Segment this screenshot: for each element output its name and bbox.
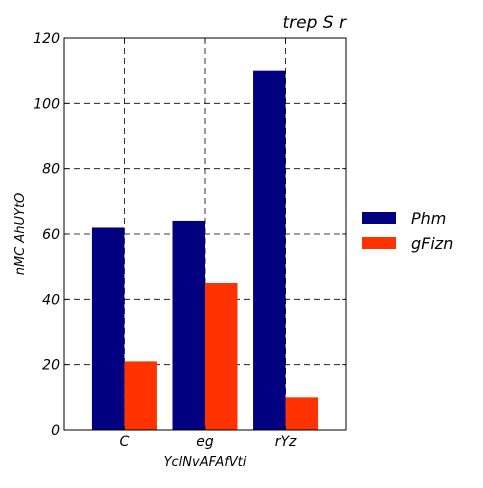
- y-tick-label: 100: [33, 96, 60, 112]
- x-tick-label: C: [120, 434, 130, 450]
- y-tick-label: 20: [42, 358, 60, 374]
- y-tick-label: 0: [51, 423, 60, 439]
- y-tick-label: 40: [42, 292, 60, 308]
- bar-Phm-eg: [172, 220, 205, 430]
- legend-label: Phm: [411, 209, 446, 228]
- bar-gFizn-eg: [205, 283, 238, 430]
- y-tick-label: 80: [42, 162, 60, 178]
- legend: Phm gFizn: [362, 209, 453, 253]
- x-tick-label: rYz: [275, 434, 297, 450]
- chart-title: trep S r: [283, 13, 348, 33]
- legend-swatch: [362, 237, 396, 249]
- bar-layer: [91, 70, 319, 431]
- bar-Phm-rYz: [253, 70, 286, 431]
- x-axis-label: YclNvAFAfVti: [164, 455, 247, 470]
- bar-gFizn-C: [124, 361, 157, 430]
- x-tick-label: eg: [196, 434, 214, 450]
- legend-swatch: [362, 212, 396, 224]
- y-tick-label: 120: [33, 31, 60, 47]
- legend-label: gFizn: [411, 234, 453, 253]
- tick-layer: 0 20 40 60 80 100 120 C eg rYz: [33, 31, 346, 450]
- y-tick-label: 60: [42, 227, 60, 243]
- bar-gFizn-rYz: [285, 397, 319, 430]
- y-axis-label: nMC AhUYtO: [13, 193, 28, 276]
- bar-Phm-C: [91, 227, 125, 430]
